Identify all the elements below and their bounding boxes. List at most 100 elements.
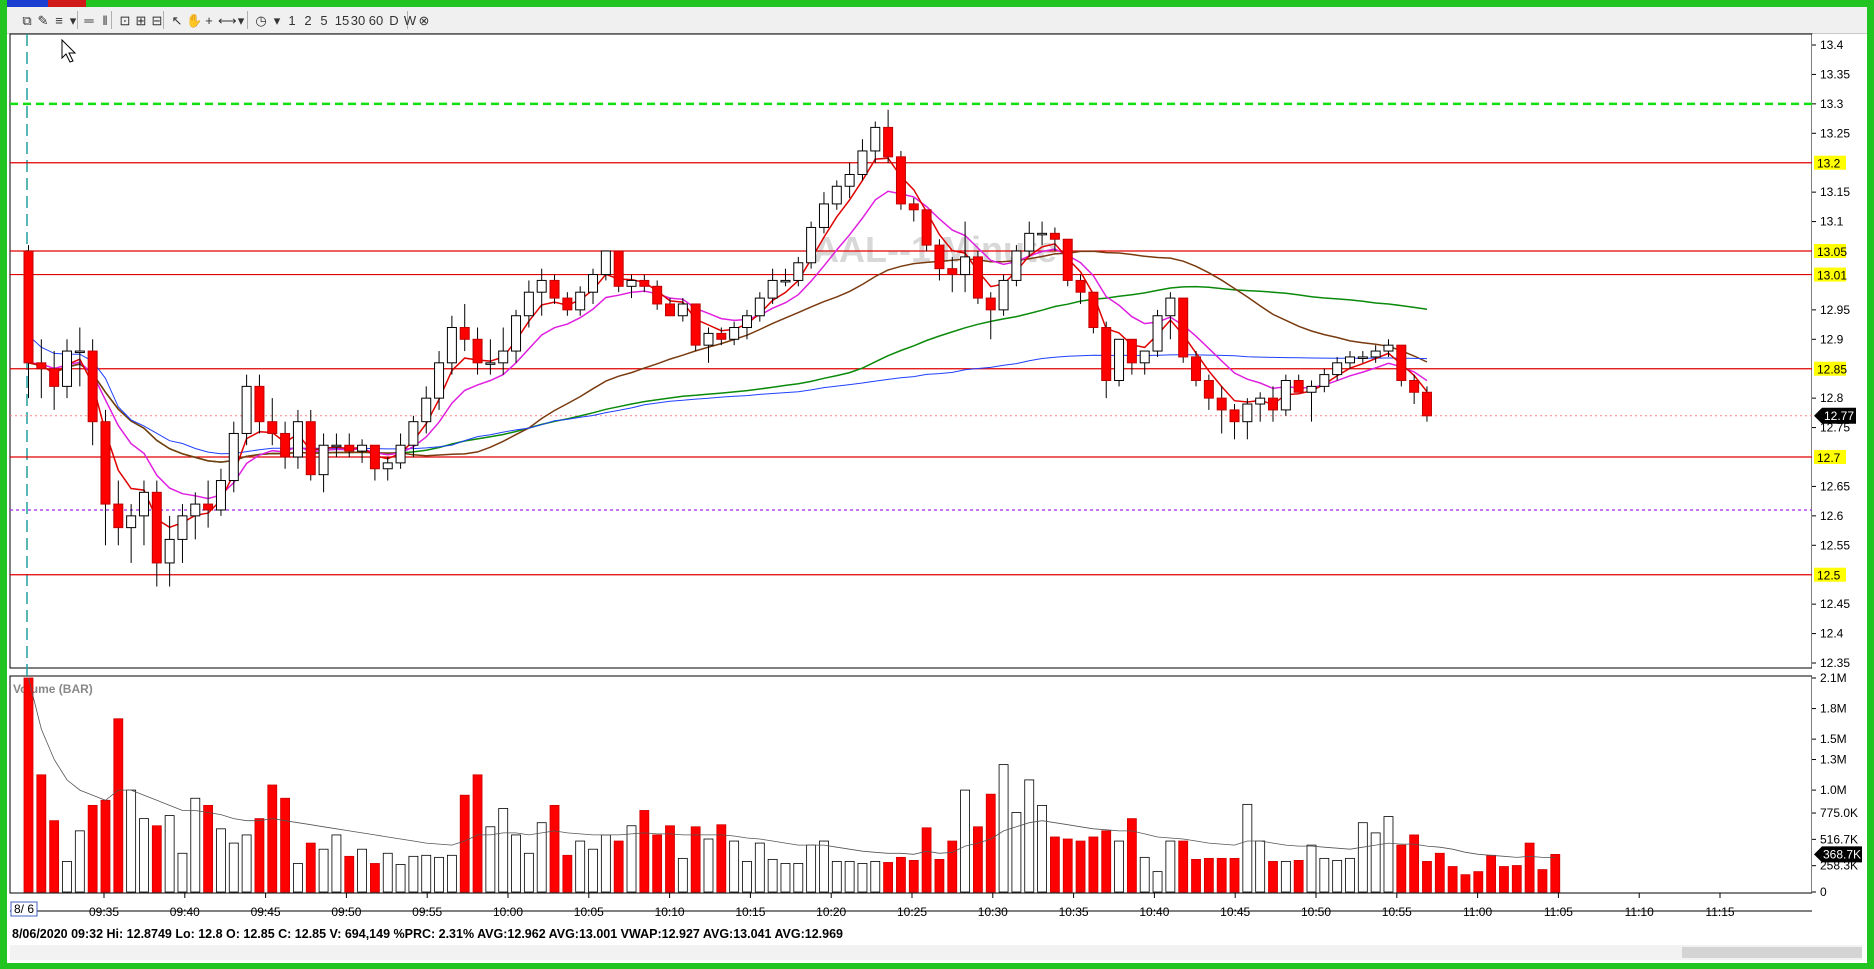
candle-body [1024, 232, 1035, 252]
dropdown-arrow-icon[interactable]: ▾ [237, 13, 245, 28]
volume-bar [434, 856, 444, 893]
volume-bar [793, 863, 804, 893]
candle-body [1062, 238, 1073, 281]
candle-body [1011, 250, 1022, 281]
layers-icon[interactable]: ≡ [55, 13, 63, 28]
candle-body [1101, 327, 1112, 381]
volume-tick-label: 1.5M [1820, 732, 1847, 746]
zoom-in-icon[interactable]: ⊞ [135, 13, 147, 28]
volume-bar [87, 804, 98, 893]
candle-body [228, 432, 239, 482]
volume-bar [1396, 844, 1407, 893]
crosshair-icon[interactable]: + [205, 13, 213, 28]
volume-bar [677, 857, 688, 893]
time-tick-label: 10:05 [574, 905, 604, 919]
time-tick-label: 10:10 [655, 905, 685, 919]
candle-body [1075, 279, 1086, 293]
volume-bar [1460, 874, 1471, 893]
candle-body [793, 262, 804, 281]
volume-bar [716, 824, 727, 893]
interval-button-w[interactable]: W [403, 13, 417, 28]
price-tick-label: 12.4 [1820, 627, 1844, 641]
candle-body [1203, 379, 1214, 399]
candle-body [446, 327, 457, 364]
interval-button-d[interactable]: D [389, 13, 399, 28]
price-level-label-bg [1814, 567, 1846, 582]
volume-bar [600, 834, 611, 893]
volume-bar [819, 840, 829, 893]
close-chart-icon[interactable]: ⊗ [418, 13, 430, 28]
vwap-line [28, 335, 1428, 455]
price-tick-label: 12.55 [1820, 538, 1850, 552]
candle-body [1409, 379, 1420, 393]
volume-bar [536, 822, 547, 893]
candle-body [344, 444, 355, 452]
horizontal-scrollbar[interactable] [10, 945, 1862, 960]
time-tick-label: 10:45 [1220, 905, 1250, 919]
interval-button-15[interactable]: 15 [334, 13, 350, 28]
dropdown-arrow-icon[interactable]: ▾ [273, 13, 281, 28]
price-tick-label: 13.15 [1820, 185, 1850, 199]
interval-button-60[interactable]: 60 [368, 13, 384, 28]
volume-bar [870, 861, 881, 893]
volume-bar [511, 834, 521, 893]
candle-body [151, 491, 162, 564]
volume-bar [228, 842, 239, 893]
candle-body [1293, 379, 1304, 393]
price-tick-label: 12.95 [1820, 303, 1850, 317]
line-tool-icon[interactable]: ⟷ [218, 13, 237, 28]
candle-body [369, 444, 380, 470]
candle-body [806, 226, 817, 264]
candle-body [113, 503, 124, 529]
volume-bar [703, 838, 714, 893]
volume-bar [626, 825, 637, 893]
interval-button-5[interactable]: 5 [320, 13, 328, 28]
candle-body [459, 327, 470, 340]
volume-bar [36, 774, 47, 893]
volume-bar [1268, 861, 1278, 893]
draw-tools-icon[interactable]: ✎ [37, 13, 49, 28]
candle-body [934, 244, 945, 270]
candle-body [408, 421, 419, 446]
price-level-label: 12.85 [1817, 363, 1847, 377]
split-h-icon[interactable]: ═ [84, 13, 94, 28]
candle-body [472, 338, 483, 364]
dropdown-arrow-icon[interactable]: ▾ [69, 13, 77, 28]
volume-last-marker [1814, 846, 1862, 863]
cursor-icon[interactable]: ↖ [171, 13, 183, 28]
candle-body [1383, 344, 1394, 352]
price-level-label: 13.01 [1817, 269, 1847, 283]
interval-button-2[interactable]: 2 [304, 13, 312, 28]
split-v-icon[interactable]: ‖ [102, 13, 108, 28]
chart-type-icon[interactable]: ⧉ [22, 13, 32, 28]
candle-body [485, 362, 496, 365]
candle-body [61, 350, 72, 387]
candle-body [87, 350, 98, 423]
scrollbar-thumb[interactable] [1682, 947, 1862, 958]
candle-body [1191, 356, 1202, 381]
interval-button-1[interactable]: 1 [288, 13, 296, 28]
volume-bar [1447, 866, 1458, 893]
time-tick-label: 10:00 [493, 905, 523, 919]
time-tick-label: 10:35 [1059, 905, 1089, 919]
volume-bar [960, 789, 970, 893]
clock-icon[interactable]: ◷ [255, 13, 267, 28]
volume-bar [1499, 866, 1509, 893]
candle-body [844, 173, 855, 187]
volume-bar [318, 848, 329, 893]
time-tick-label: 09:45 [251, 905, 281, 919]
candle-body [1332, 362, 1343, 376]
volume-bar [459, 794, 470, 893]
volume-bar [665, 825, 675, 893]
time-tick-label: 09:50 [331, 905, 361, 919]
interval-button-30[interactable]: 30 [350, 13, 366, 28]
candle-body [562, 297, 573, 311]
zoom-out-icon[interactable]: ⊟ [151, 13, 163, 28]
volume-bar [1088, 836, 1099, 893]
volume-bar [934, 858, 945, 893]
zoom-fit-icon[interactable]: ⊡ [119, 13, 131, 28]
price-level-label: 13.05 [1817, 245, 1847, 259]
volume-bar [113, 718, 124, 893]
hand-icon[interactable]: ✋ [186, 13, 203, 28]
